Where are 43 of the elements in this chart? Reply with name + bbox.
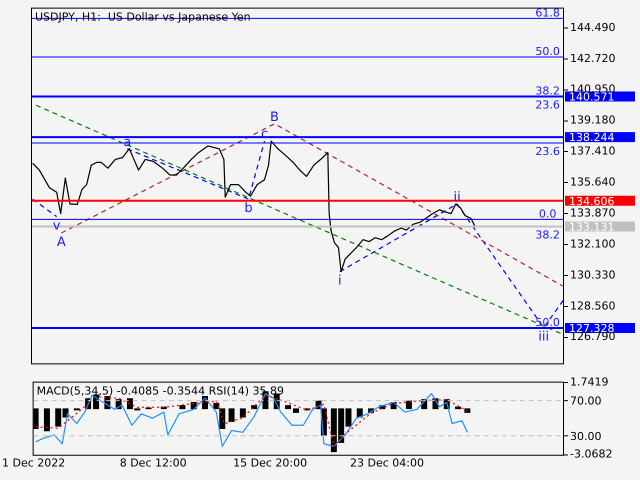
bar bbox=[44, 408, 50, 432]
annotation: i bbox=[338, 274, 342, 289]
x-tick-label: 23 Dec 04:00 bbox=[350, 456, 424, 470]
y-tick-label: 1.7419 bbox=[570, 375, 608, 388]
bar bbox=[455, 406, 462, 410]
bar bbox=[464, 408, 470, 413]
annotation: v bbox=[52, 218, 61, 234]
y-tick-label: 137.410 bbox=[570, 144, 616, 158]
y-tick-label: 133.870 bbox=[570, 206, 616, 220]
ref-line-label: 134.606 bbox=[569, 194, 614, 208]
annotation: 50.0 bbox=[535, 45, 560, 58]
bar bbox=[285, 405, 292, 410]
y-tick-label: 128.560 bbox=[570, 299, 616, 312]
bar bbox=[240, 408, 246, 418]
bar bbox=[228, 408, 235, 422]
annotation: 38.2 bbox=[535, 84, 560, 98]
ref-line-label: 133.131 bbox=[569, 220, 614, 234]
bar bbox=[406, 400, 412, 410]
annotation: b bbox=[244, 201, 253, 216]
y-tick-label: 130.330 bbox=[570, 268, 616, 282]
ref-line-label: 138.244 bbox=[569, 131, 614, 144]
annotation: 23.6 bbox=[535, 145, 560, 158]
y-tick-label: 144.490 bbox=[570, 20, 616, 34]
y-tick-label: 135.640 bbox=[570, 176, 616, 189]
y-tick-label: 142.720 bbox=[570, 52, 616, 65]
annotation: A bbox=[56, 235, 66, 250]
bar bbox=[293, 408, 299, 413]
x-tick-label: 1 Dec 2022 bbox=[2, 456, 66, 470]
annotation: 0.0 bbox=[538, 207, 556, 220]
y2-tick-label: 70.00 bbox=[570, 394, 602, 408]
annotation: iii bbox=[538, 330, 550, 345]
bar bbox=[179, 405, 186, 410]
annotation: 50.0 bbox=[535, 316, 560, 329]
x-tick-label: 8 Dec 12:00 bbox=[120, 456, 187, 470]
y-tick-label: 132.100 bbox=[570, 237, 616, 250]
y-tick-label: 139.180 bbox=[570, 114, 616, 127]
x-tick-label: 15 Dec 20:00 bbox=[233, 456, 308, 470]
annotation: B bbox=[270, 110, 279, 125]
annotation: 61.8 bbox=[535, 6, 560, 20]
y2-tick-label: 30.00 bbox=[570, 430, 602, 443]
annotation: 23.6 bbox=[535, 98, 560, 112]
annotation: 38.2 bbox=[535, 228, 560, 242]
y-tick-label: -3.0682 bbox=[570, 448, 612, 461]
